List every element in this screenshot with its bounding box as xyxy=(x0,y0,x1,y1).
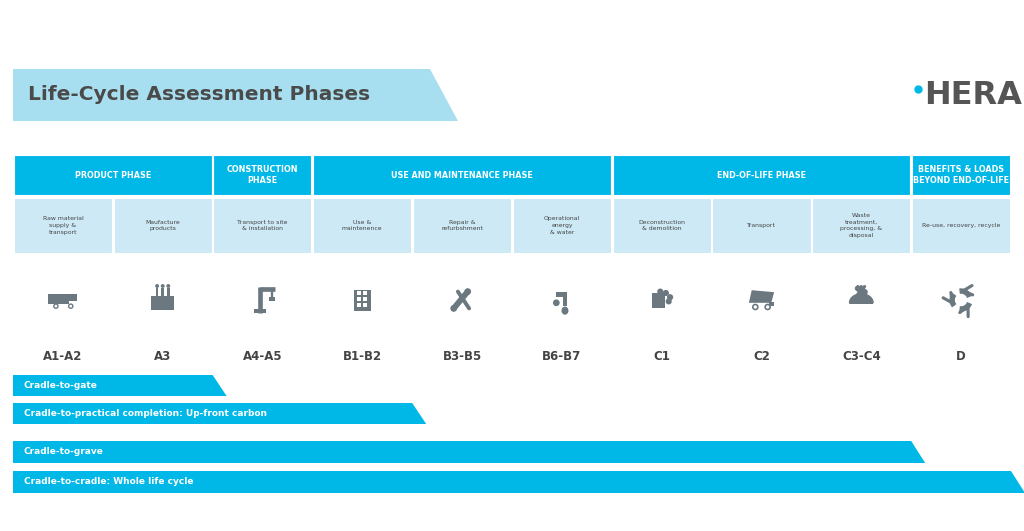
Text: C2: C2 xyxy=(753,349,770,363)
Polygon shape xyxy=(13,471,1024,493)
FancyBboxPatch shape xyxy=(413,198,511,253)
Polygon shape xyxy=(562,307,567,314)
Circle shape xyxy=(70,305,72,307)
Bar xyxy=(364,303,367,307)
FancyBboxPatch shape xyxy=(812,198,910,253)
Text: Cradle-to-cradle: Whole life cycle: Cradle-to-cradle: Whole life cycle xyxy=(24,477,194,486)
Text: Transport to site
& installation: Transport to site & installation xyxy=(238,220,288,232)
FancyBboxPatch shape xyxy=(513,198,611,253)
Bar xyxy=(162,288,164,296)
Text: END-OF-LIFE PHASE: END-OF-LIFE PHASE xyxy=(717,170,806,179)
Text: HERA: HERA xyxy=(924,80,1022,110)
Circle shape xyxy=(54,305,57,307)
Text: CONSTRUCTION
PHASE: CONSTRUCTION PHASE xyxy=(226,165,298,185)
Bar xyxy=(563,297,566,306)
Bar xyxy=(269,297,275,301)
Polygon shape xyxy=(13,441,926,463)
Circle shape xyxy=(667,294,673,300)
Bar xyxy=(156,288,159,296)
Circle shape xyxy=(666,298,672,304)
Bar xyxy=(556,292,567,297)
Text: BENEFITS & LOADS
BEYOND END-OF-LIFE: BENEFITS & LOADS BEYOND END-OF-LIFE xyxy=(913,165,1009,185)
Bar xyxy=(364,291,367,295)
FancyBboxPatch shape xyxy=(612,155,910,195)
Text: Operational
energy
& water: Operational energy & water xyxy=(544,217,580,235)
Text: Maufacture
products: Maufacture products xyxy=(145,220,180,232)
Circle shape xyxy=(161,284,165,288)
Text: Cradle-to-gate: Cradle-to-gate xyxy=(24,381,98,390)
Bar xyxy=(254,309,266,313)
Text: A4-A5: A4-A5 xyxy=(243,349,283,363)
Text: PRODUCT PHASE: PRODUCT PHASE xyxy=(75,170,151,179)
FancyBboxPatch shape xyxy=(13,155,212,195)
Text: B6-B7: B6-B7 xyxy=(543,349,582,363)
FancyBboxPatch shape xyxy=(13,198,112,253)
FancyBboxPatch shape xyxy=(213,155,311,195)
Circle shape xyxy=(766,305,769,309)
Circle shape xyxy=(553,299,560,306)
FancyBboxPatch shape xyxy=(912,198,1011,253)
Circle shape xyxy=(657,288,664,295)
Text: Deconstruction
& demolition: Deconstruction & demolition xyxy=(638,220,685,232)
Bar xyxy=(652,293,665,309)
Bar xyxy=(48,294,70,304)
Text: Raw material
supply &
transport: Raw material supply & transport xyxy=(43,217,83,235)
Text: D: D xyxy=(956,349,966,363)
Text: B3-B5: B3-B5 xyxy=(442,349,481,363)
Circle shape xyxy=(68,303,74,309)
Text: Use &
maintenence: Use & maintenence xyxy=(342,220,383,232)
Polygon shape xyxy=(850,294,873,303)
Circle shape xyxy=(451,305,457,312)
Text: A3: A3 xyxy=(154,349,171,363)
Text: Transport: Transport xyxy=(748,223,776,228)
FancyBboxPatch shape xyxy=(612,198,711,253)
Bar xyxy=(357,297,360,301)
FancyBboxPatch shape xyxy=(213,198,311,253)
Bar xyxy=(167,288,170,296)
Circle shape xyxy=(166,284,170,288)
Text: C1: C1 xyxy=(653,349,670,363)
Text: A1-A2: A1-A2 xyxy=(43,349,83,363)
Circle shape xyxy=(752,304,759,310)
FancyBboxPatch shape xyxy=(313,155,611,195)
Text: USE AND MAINTENANCE PHASE: USE AND MAINTENANCE PHASE xyxy=(391,170,532,179)
Bar xyxy=(152,296,174,310)
Circle shape xyxy=(53,303,58,309)
FancyBboxPatch shape xyxy=(313,198,412,253)
Polygon shape xyxy=(13,403,426,424)
FancyBboxPatch shape xyxy=(114,198,212,253)
Circle shape xyxy=(464,288,471,295)
Bar xyxy=(357,303,360,307)
FancyBboxPatch shape xyxy=(912,155,1011,195)
Text: Life-Cycle Assessment Phases: Life-Cycle Assessment Phases xyxy=(28,85,370,105)
Text: C3-C4: C3-C4 xyxy=(842,349,881,363)
Polygon shape xyxy=(13,69,458,121)
Bar xyxy=(68,294,78,301)
Circle shape xyxy=(663,290,669,296)
Circle shape xyxy=(754,305,757,309)
Circle shape xyxy=(764,304,771,310)
Bar xyxy=(364,297,367,301)
Text: Waste
treatment,
processing, &
disposal: Waste treatment, processing, & disposal xyxy=(841,213,883,238)
Text: Cradle-to-grave: Cradle-to-grave xyxy=(24,448,103,457)
Circle shape xyxy=(156,284,159,288)
Bar xyxy=(354,290,371,311)
Text: B1-B2: B1-B2 xyxy=(343,349,382,363)
Text: Repair &
refurbshment: Repair & refurbshment xyxy=(441,220,483,232)
Bar xyxy=(768,302,774,306)
Polygon shape xyxy=(13,375,226,396)
Text: Re-use, recovery, recycle: Re-use, recovery, recycle xyxy=(922,223,1000,228)
Bar xyxy=(357,291,360,295)
FancyBboxPatch shape xyxy=(713,198,811,253)
Polygon shape xyxy=(749,290,774,303)
Text: Cradle-to-practical completion: Up-front carbon: Cradle-to-practical completion: Up-front… xyxy=(24,409,267,418)
